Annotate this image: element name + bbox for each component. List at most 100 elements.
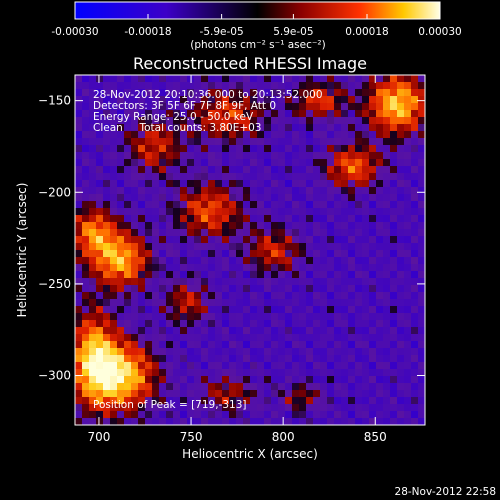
heatmap-cell: [411, 390, 419, 398]
heatmap-cell: [257, 166, 265, 174]
heatmap-cell: [285, 411, 293, 419]
heatmap-cell: [369, 75, 377, 83]
heatmap-cell: [404, 320, 412, 328]
heatmap-cell: [411, 327, 419, 335]
heatmap-cell: [292, 208, 300, 216]
heatmap-cell: [117, 369, 125, 377]
heatmap-cell: [334, 208, 342, 216]
heatmap-cell: [82, 285, 90, 293]
heatmap-cell: [411, 110, 419, 118]
heatmap-cell: [271, 299, 279, 307]
heatmap-cell: [278, 180, 286, 188]
heatmap-cell: [208, 292, 216, 300]
heatmap-cell: [166, 222, 174, 230]
heatmap-cell: [152, 271, 160, 279]
heatmap-cell: [264, 250, 272, 258]
heatmap-cell: [299, 75, 307, 83]
heatmap-cell: [411, 362, 419, 370]
colorbar-tick-label: 0.00030: [418, 26, 461, 38]
heatmap-cell: [250, 264, 258, 272]
heatmap-cell: [383, 159, 391, 167]
heatmap-cell: [75, 327, 83, 335]
heatmap-cell: [250, 103, 258, 111]
heatmap-cell: [96, 285, 104, 293]
heatmap-cell: [376, 376, 384, 384]
heatmap-cell: [138, 257, 146, 265]
heatmap-cell: [348, 271, 356, 279]
heatmap-cell: [397, 222, 405, 230]
heatmap-cell: [299, 397, 307, 405]
heatmap-cell: [341, 334, 349, 342]
heatmap-cell: [285, 173, 293, 181]
heatmap-cell: [418, 215, 426, 223]
heatmap-cell: [243, 173, 251, 181]
heatmap-cell: [369, 215, 377, 223]
heatmap-cell: [103, 278, 111, 286]
heatmap-cell: [166, 173, 174, 181]
heatmap-cell: [208, 117, 216, 125]
heatmap-cell: [152, 243, 160, 251]
heatmap-cell: [138, 383, 146, 391]
heatmap-cell: [285, 243, 293, 251]
heatmap-cell: [390, 397, 398, 405]
heatmap-cell: [89, 341, 97, 349]
heatmap-cell: [313, 96, 321, 104]
heatmap-cell: [411, 75, 419, 83]
heatmap-cell: [166, 355, 174, 363]
heatmap-cell: [411, 159, 419, 167]
heatmap-cell: [341, 376, 349, 384]
heatmap-cell: [215, 131, 223, 139]
heatmap-cell: [243, 82, 251, 90]
heatmap-cell: [250, 166, 258, 174]
heatmap-cell: [376, 89, 384, 97]
heatmap-cell: [320, 145, 328, 153]
heatmap-cell: [145, 117, 153, 125]
plot-frame: [74, 74, 426, 426]
heatmap-cell: [208, 257, 216, 265]
heatmap-cell: [236, 313, 244, 321]
heatmap-cell: [383, 271, 391, 279]
heatmap-cell: [89, 348, 97, 356]
heatmap-cell: [208, 89, 216, 97]
heatmap-cell: [376, 397, 384, 405]
heatmap-cell: [222, 215, 230, 223]
colorbar-gradient: [74, 1, 441, 20]
heatmap-cell: [152, 110, 160, 118]
heatmap-cell: [313, 257, 321, 265]
heatmap-cell: [89, 96, 97, 104]
heatmap-cell: [124, 369, 132, 377]
heatmap-cell: [271, 285, 279, 293]
heatmap-cell: [229, 369, 237, 377]
heatmap-cell: [75, 299, 83, 307]
heatmap-cell: [383, 285, 391, 293]
heatmap-cell: [320, 75, 328, 83]
heatmap-cell: [187, 103, 195, 111]
heatmap-cell: [131, 250, 139, 258]
heatmap-cell: [320, 124, 328, 132]
heatmap-cell: [404, 264, 412, 272]
heatmap-cell: [299, 110, 307, 118]
heatmap-cell: [243, 327, 251, 335]
heatmap-cell: [320, 243, 328, 251]
heatmap-cell: [348, 103, 356, 111]
heatmap-cell: [103, 327, 111, 335]
heatmap-cell: [138, 341, 146, 349]
heatmap-cell: [152, 215, 160, 223]
heatmap-cell: [75, 264, 83, 272]
heatmap-cell: [278, 418, 286, 426]
heatmap-cell: [82, 201, 90, 209]
heatmap-cell: [131, 152, 139, 160]
heatmap-cell: [222, 236, 230, 244]
heatmap-cell: [376, 383, 384, 391]
heatmap-cell: [243, 236, 251, 244]
heatmap-cell: [215, 271, 223, 279]
heatmap-cell: [159, 257, 167, 265]
heatmap-cell: [355, 201, 363, 209]
heatmap-cell: [264, 320, 272, 328]
heatmap-cell: [229, 418, 237, 426]
heatmap-cell: [355, 362, 363, 370]
heatmap-cell: [180, 152, 188, 160]
heatmap-cell: [299, 138, 307, 146]
heatmap-cell: [285, 159, 293, 167]
heatmap-cell: [411, 257, 419, 265]
